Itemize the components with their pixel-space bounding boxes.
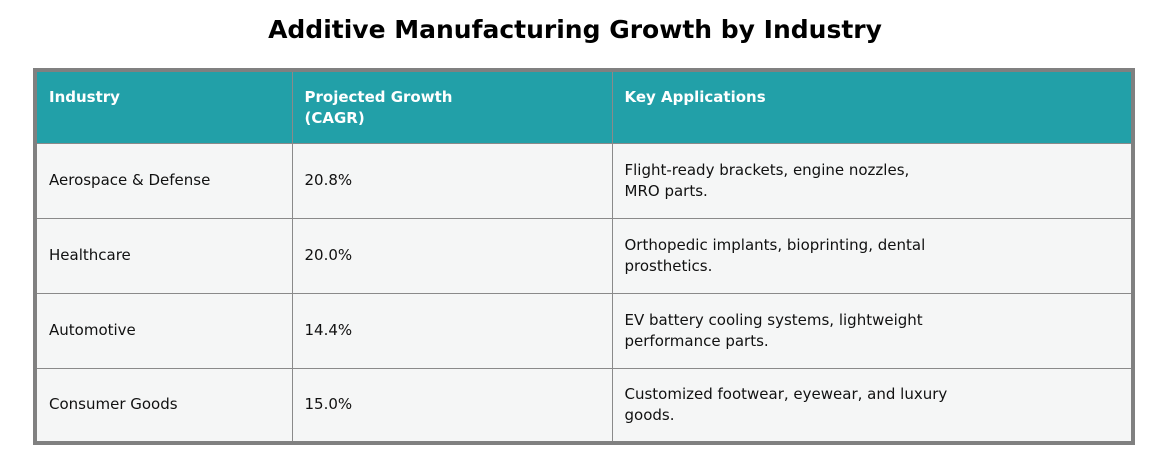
industry-cell: Aerospace & Defense xyxy=(34,142,293,219)
growth-cell: 14.4% xyxy=(291,292,613,369)
growth-table: Industry Projected Growth (CAGR) Key App… xyxy=(33,68,1135,445)
table-row: Consumer Goods 15.0% Customized footwear… xyxy=(34,367,1134,444)
applications-cell: Customized footwear, eyewear, and luxury… xyxy=(611,367,1134,444)
table-row: Healthcare 20.0% Orthopedic implants, bi… xyxy=(34,217,1134,294)
applications-cell: Orthopedic implants, bioprinting, dental… xyxy=(611,217,1134,294)
table-row: Automotive 14.4% EV battery cooling syst… xyxy=(34,292,1134,369)
industry-cell: Consumer Goods xyxy=(34,367,293,444)
growth-cell: 15.0% xyxy=(291,367,613,444)
column-header-key-applications: Key Applications xyxy=(611,69,1134,144)
growth-cell: 20.0% xyxy=(291,217,613,294)
industry-cell: Healthcare xyxy=(34,217,293,294)
page-title: Additive Manufacturing Growth by Industr… xyxy=(268,15,882,44)
column-header-projected-growth: Projected Growth (CAGR) xyxy=(291,69,613,144)
industry-cell: Automotive xyxy=(34,292,293,369)
applications-cell: EV battery cooling systems, lightweight … xyxy=(611,292,1134,369)
table-header-row: Industry Projected Growth (CAGR) Key App… xyxy=(34,69,1134,144)
growth-cell: 20.8% xyxy=(291,142,613,219)
table-row: Aerospace & Defense 20.8% Flight-ready b… xyxy=(34,142,1134,219)
applications-cell: Flight-ready brackets, engine nozzles, M… xyxy=(611,142,1134,219)
column-header-industry: Industry xyxy=(34,69,293,144)
